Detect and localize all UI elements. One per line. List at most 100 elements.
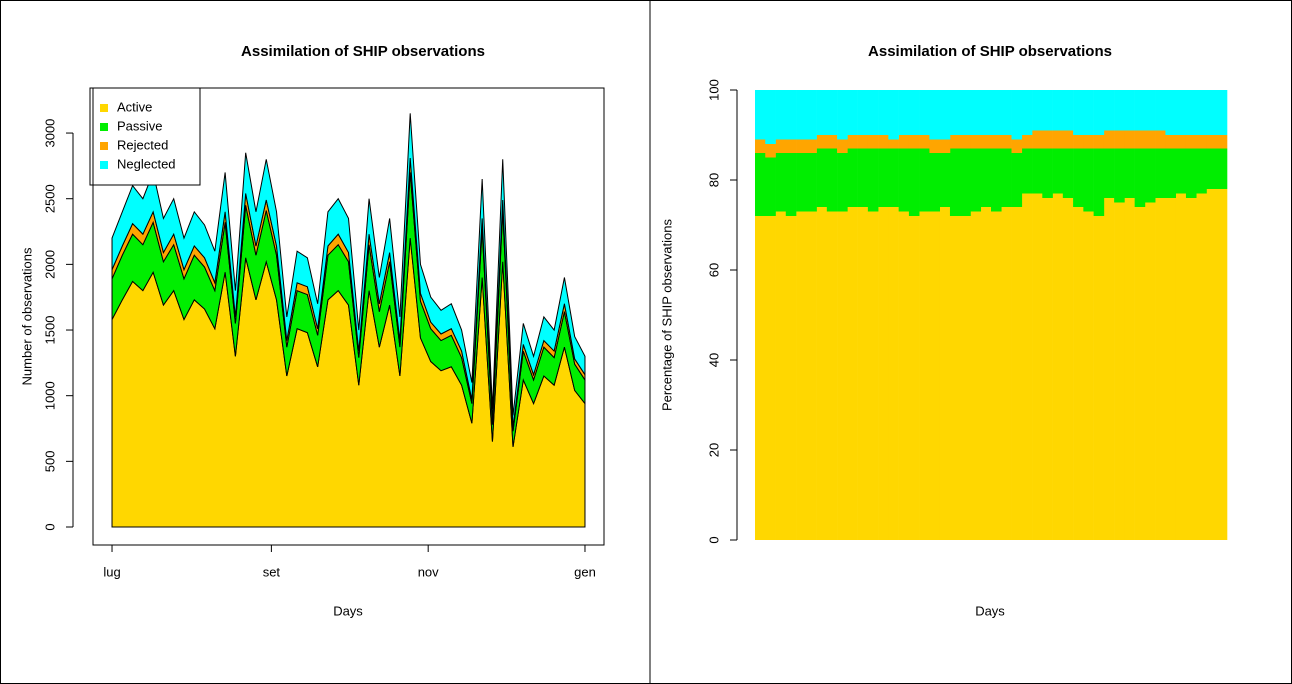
bar xyxy=(1001,90,1012,135)
bar xyxy=(1144,202,1156,540)
bar xyxy=(1155,198,1166,540)
bar xyxy=(1185,135,1197,149)
x-axis-label: Days xyxy=(975,603,1005,618)
bar xyxy=(1011,90,1023,140)
y-tick-label: 100 xyxy=(706,79,721,101)
bar xyxy=(1001,148,1012,207)
bar xyxy=(939,153,951,207)
bar xyxy=(1093,148,1105,216)
bar xyxy=(1206,90,1218,135)
bar xyxy=(1052,90,1064,131)
bar xyxy=(919,90,930,135)
bar xyxy=(755,90,766,140)
bar xyxy=(857,90,869,135)
y-tick-label: 2500 xyxy=(42,184,57,213)
bar xyxy=(939,90,951,140)
bar xyxy=(1062,90,1074,131)
bar xyxy=(806,153,817,212)
bar xyxy=(991,211,1002,540)
y-axis-label: Percentage of SHIP observations xyxy=(659,219,674,411)
bar xyxy=(867,148,879,212)
bar xyxy=(991,148,1002,212)
bar xyxy=(888,207,899,540)
bar xyxy=(857,207,869,540)
bar xyxy=(1011,153,1023,207)
bar xyxy=(1216,135,1228,149)
bar xyxy=(1165,90,1176,135)
bar xyxy=(1114,202,1125,540)
y-tick-label: 3000 xyxy=(42,119,57,148)
bar xyxy=(1011,139,1023,153)
bar xyxy=(796,153,807,212)
bar xyxy=(960,216,971,540)
y-tick-label: 40 xyxy=(706,353,721,367)
bar xyxy=(1124,90,1135,131)
bar xyxy=(1216,189,1228,540)
bar xyxy=(806,211,817,540)
bar xyxy=(908,148,920,216)
bar xyxy=(775,211,787,540)
bar xyxy=(857,148,869,207)
legend-label: Passive xyxy=(117,118,163,133)
bar xyxy=(1144,130,1156,149)
bar xyxy=(929,90,940,140)
bar xyxy=(857,135,869,149)
bar xyxy=(878,90,889,135)
bar xyxy=(1001,207,1012,540)
bar xyxy=(1062,148,1074,198)
bar xyxy=(1175,193,1187,540)
bar xyxy=(980,90,992,135)
bar xyxy=(878,207,889,540)
bar xyxy=(1206,135,1218,149)
bar xyxy=(1093,90,1105,135)
bar xyxy=(785,153,797,216)
y-tick-label: 0 xyxy=(706,536,721,543)
x-tick-label: set xyxy=(263,564,281,579)
bar xyxy=(1165,198,1176,540)
bar xyxy=(775,153,787,212)
bar xyxy=(1103,148,1115,198)
y-tick-label: 2000 xyxy=(42,250,57,279)
bar xyxy=(1032,148,1043,194)
bar xyxy=(929,153,940,212)
bar xyxy=(816,90,828,135)
bar xyxy=(919,135,930,149)
x-tick-label: lug xyxy=(103,564,120,579)
bar xyxy=(960,90,971,135)
bar xyxy=(1114,130,1125,149)
bar xyxy=(847,148,858,207)
bar xyxy=(878,135,889,149)
bar xyxy=(867,90,879,135)
bar xyxy=(1103,90,1115,131)
bar xyxy=(775,90,787,140)
legend-swatch xyxy=(100,142,108,150)
bar xyxy=(826,211,838,540)
x-tick-label: gen xyxy=(574,564,596,579)
y-tick-label: 500 xyxy=(42,450,57,472)
legend-swatch xyxy=(100,123,108,131)
bar xyxy=(765,90,776,144)
bar xyxy=(1134,130,1146,149)
bar xyxy=(1165,148,1176,198)
bar xyxy=(1155,130,1166,149)
legend-label: Neglected xyxy=(117,156,176,171)
legend-swatch xyxy=(100,161,108,169)
bar xyxy=(878,148,889,207)
bar xyxy=(806,90,817,140)
bar xyxy=(1124,130,1135,149)
bar xyxy=(1021,193,1033,540)
bar xyxy=(796,139,807,153)
bar xyxy=(765,144,776,158)
bar xyxy=(867,135,879,149)
bar xyxy=(1196,90,1207,135)
bar xyxy=(1093,216,1105,540)
x-axis-label: Days xyxy=(333,603,363,618)
bar xyxy=(898,211,910,540)
bar xyxy=(1021,90,1033,135)
bar xyxy=(1144,148,1156,203)
bar xyxy=(949,90,961,135)
bar xyxy=(908,90,920,135)
bar xyxy=(1032,193,1043,540)
bar xyxy=(1042,90,1053,131)
bar xyxy=(1073,207,1084,540)
